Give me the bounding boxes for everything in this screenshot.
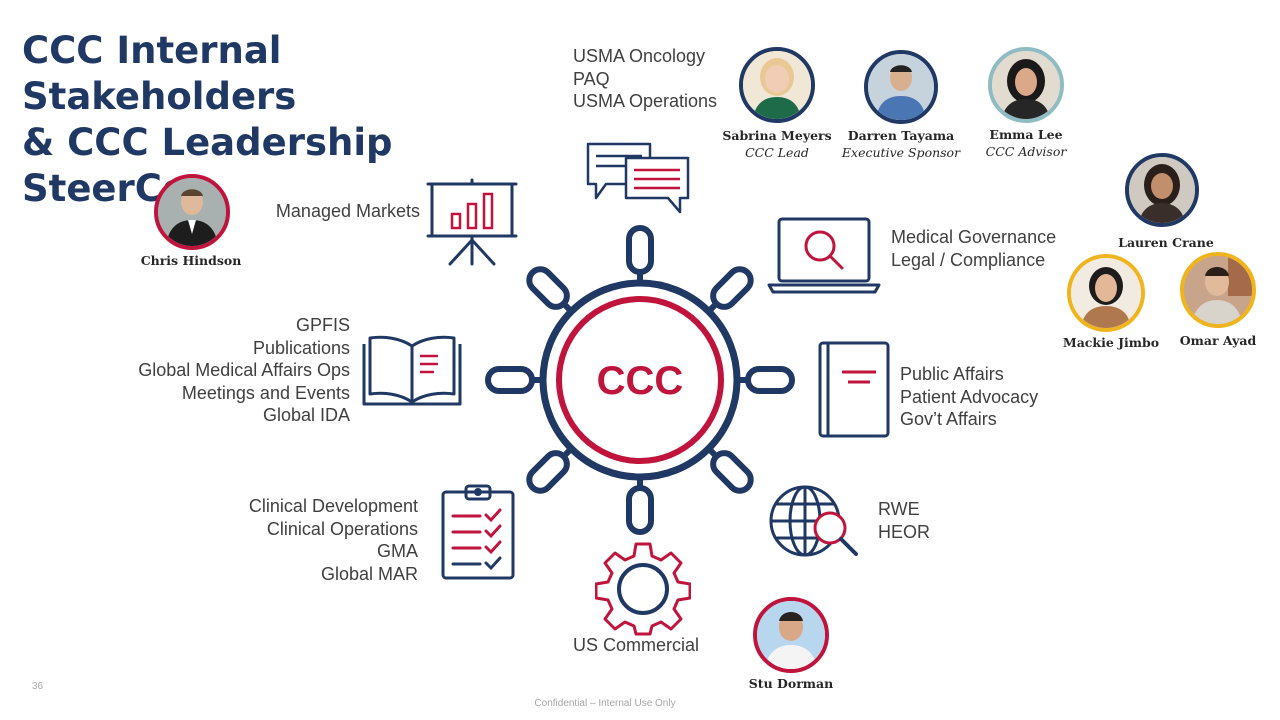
person-name: Darren Tayama: [847, 128, 955, 143]
slide-number: 36: [32, 681, 44, 692]
person-name: Sabrina Meyers: [722, 128, 832, 143]
person-silhouette-icon: [992, 51, 1060, 119]
wheel-inner-ring: [556, 296, 724, 464]
avatar-chris-hindson: [154, 174, 230, 250]
document-icon: [818, 341, 890, 438]
avatar-lauren-crane: [1125, 153, 1199, 227]
public-affairs-line: Patient Advocacy: [900, 386, 1039, 407]
person-name: Emma Lee: [989, 127, 1063, 142]
person-silhouette-icon: [868, 54, 934, 120]
person-silhouette-icon: [743, 51, 811, 119]
wheel-spoke: [485, 366, 545, 394]
person-name: Stu Dorman: [748, 676, 834, 691]
center-label: CCC: [597, 359, 684, 403]
page-title: CCC Internal Stakeholders & CCC Leadersh…: [22, 28, 562, 212]
usma-line: PAQ: [573, 68, 610, 89]
commercial-group: US Commercial: [573, 634, 699, 657]
gpfis-line: Global Medical Affairs Ops: [138, 360, 350, 380]
title-line-1: CCC Internal Stakeholders: [22, 29, 297, 118]
open-book-icon: [362, 335, 462, 406]
public-affairs-group: Public Affairs Patient Advocacy Gov’t Af…: [900, 363, 1038, 431]
person-name: Omar Ayad: [1179, 333, 1257, 348]
gpfis-line: Publications: [252, 337, 350, 358]
wheel-spoke: [626, 475, 654, 535]
clinical-line: Clinical Operations: [266, 518, 418, 539]
usma-group: USMA Oncology PAQ USMA Operations: [573, 45, 717, 113]
speech-bubbles-icon: [586, 142, 690, 214]
gpfis-line: Meetings and Events: [181, 382, 350, 403]
gpfis-group: GPFIS Publications Global Medical Affair…: [138, 314, 350, 427]
public-affairs-line: Gov’t Affairs: [900, 409, 997, 429]
checklist-clipboard-icon: [441, 484, 515, 580]
wheel-spoke: [626, 225, 654, 285]
person-silhouette-icon: [1184, 256, 1252, 324]
usma-line: USMA Operations: [573, 91, 718, 111]
commercial-line: US Commercial: [573, 635, 700, 655]
gpfis-line: Global IDA: [262, 405, 350, 425]
person-role: CCC Lead: [745, 145, 809, 160]
public-affairs-line: Public Affairs: [900, 364, 1004, 384]
clinical-group: Clinical Development Clinical Operations…: [249, 495, 418, 585]
medical-governance-group: Medical Governance Legal / Compliance: [891, 226, 1056, 271]
avatar-emma-lee: [988, 47, 1064, 123]
usma-line: USMA Oncology: [573, 46, 706, 66]
globe-search-icon: [769, 485, 858, 557]
person-name: Lauren Crane: [1118, 235, 1214, 250]
avatar-omar-ayad: [1180, 252, 1256, 328]
person-silhouette-icon: [1129, 157, 1195, 223]
managed-markets-line: Managed Markets: [275, 201, 420, 221]
person-silhouette-icon: [158, 178, 226, 246]
rwe-group: RWE HEOR: [878, 498, 930, 543]
medical-governance-line: Legal / Compliance: [891, 249, 1046, 270]
avatar-mackie-jimbo: [1067, 254, 1145, 332]
avatar-darren-tayama: [864, 50, 938, 124]
managed-markets-group: Managed Markets: [276, 200, 420, 223]
avatar-stu-dorman: [753, 597, 829, 673]
avatar-sabrina-meyers: [739, 47, 815, 123]
confidential-footer: Confidential – Internal Use Only: [534, 698, 676, 709]
person-name: Chris Hindson: [140, 253, 242, 268]
person-silhouette-icon: [1071, 258, 1141, 328]
gear-icon: [595, 542, 691, 636]
gpfis-line: GPFIS: [295, 315, 350, 335]
clinical-line: GMA: [376, 541, 418, 561]
ship-wheel-icon: CCC: [485, 225, 795, 535]
presentation-chart-icon: [426, 178, 518, 266]
wheel-spoke: [735, 366, 795, 394]
person-role: Executive Sponsor: [841, 145, 961, 160]
rwe-line: HEOR: [878, 521, 931, 542]
rwe-line: RWE: [878, 499, 920, 519]
person-silhouette-icon: [757, 601, 825, 669]
person-role: CCC Advisor: [985, 144, 1067, 159]
clinical-line: Global MAR: [320, 563, 418, 584]
medical-governance-line: Medical Governance: [891, 227, 1057, 247]
clinical-line: Clinical Development: [248, 496, 418, 516]
laptop-search-icon: [767, 217, 881, 294]
person-name: Mackie Jimbo: [1062, 335, 1160, 350]
